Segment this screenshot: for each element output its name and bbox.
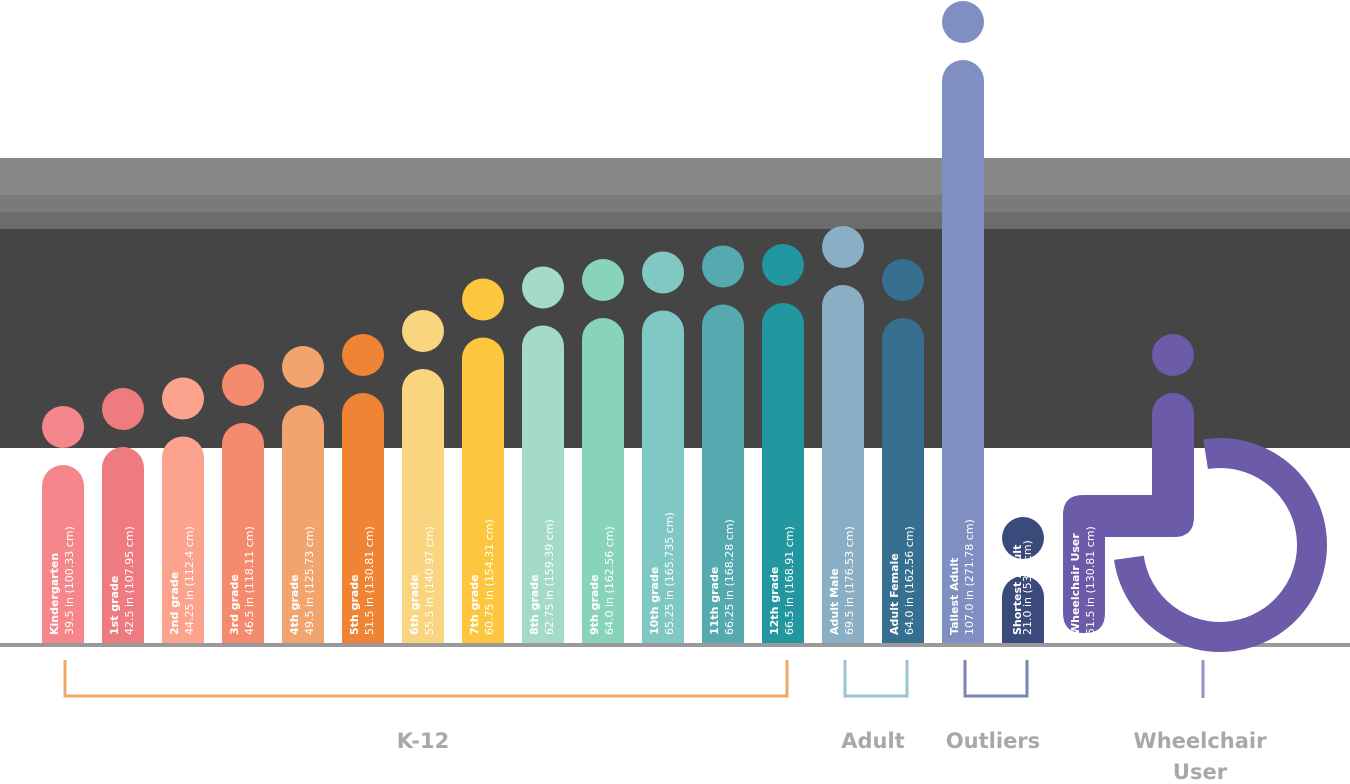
figure-body	[342, 393, 384, 643]
figure-value-label: 64.0 in (162.56 cm)	[903, 526, 916, 635]
group-label: Outliers	[946, 729, 1040, 753]
figure-name: 4th grade	[288, 574, 301, 635]
figure-body	[702, 304, 744, 643]
figure-name: Adult Male	[828, 568, 841, 635]
figure-value-label: 42.5 in (107.95 cm)	[123, 526, 136, 635]
figure-body	[282, 405, 324, 643]
figure-name: 2nd grade	[168, 572, 181, 635]
figure-body	[162, 436, 204, 643]
figure-name: Wheelchair User	[1069, 533, 1082, 635]
group-label-line: User	[1173, 760, 1228, 784]
figure-head	[342, 334, 384, 376]
figure-body	[1063, 393, 1194, 633]
figure-name: 10th grade	[648, 567, 661, 635]
figure-head	[762, 244, 804, 286]
figure-head	[702, 245, 744, 288]
figure-value-label: 49.5 in (125.73 cm)	[303, 526, 316, 635]
group-label-line: Wheelchair	[1134, 729, 1268, 753]
figure-body	[882, 318, 924, 643]
figure-body	[402, 369, 444, 643]
figure-name: 8th grade	[528, 574, 541, 635]
figure-name: Tallest Adult	[948, 558, 961, 635]
figure-name: 6th grade	[408, 574, 421, 635]
figure-value-label: 107.0 in (271.78 cm)	[963, 519, 976, 635]
figure-head	[1002, 517, 1044, 559]
figure-head	[882, 259, 924, 301]
band	[0, 195, 1350, 212]
figure-body	[822, 285, 864, 643]
figure-name: Kindergarten	[48, 553, 61, 635]
group-label: Adult	[841, 729, 904, 753]
figure-name: Shortest Adult	[1011, 545, 1024, 635]
figure-head	[1152, 334, 1194, 376]
figure-value-label: 62.75 in (159.39 cm)	[543, 519, 556, 635]
figure-value-label: 51.5 in (130.81 cm)	[363, 526, 376, 635]
figure-name: 11th grade	[708, 567, 721, 635]
wheel	[1114, 438, 1327, 652]
figure-head	[582, 259, 624, 301]
figure-body	[1002, 576, 1044, 643]
group-bracket	[963, 660, 1029, 698]
baseline	[0, 643, 1350, 647]
group-bracket	[63, 660, 789, 698]
figure-body	[222, 423, 264, 643]
figure-body	[642, 310, 684, 643]
figure-head	[522, 266, 564, 309]
figure-body	[522, 325, 564, 643]
figure-value-label: 69.5 in (176.53 cm)	[843, 526, 856, 635]
figure-head	[162, 377, 204, 420]
figure-head	[642, 251, 684, 294]
figure-body	[42, 465, 84, 643]
figure-head	[822, 226, 864, 268]
figure-name: 1st grade	[108, 576, 121, 635]
figure-value-label: 66.25 in (168.28 cm)	[723, 519, 736, 635]
group-label: Wheelchair User	[1134, 729, 1268, 784]
figure-name: 7th grade	[468, 574, 481, 635]
figure-name: 9th grade	[588, 574, 601, 635]
figure-value-label: 65.25 in (165.735 cm)	[663, 512, 676, 635]
figure-head	[462, 278, 504, 321]
figure-value-label: 39.5 in (100.33 cm)	[63, 526, 76, 635]
figure-value-label: 60.75 in (154.31 cm)	[483, 519, 496, 635]
figure-name: 3rd grade	[228, 574, 241, 635]
figure-body	[102, 447, 144, 643]
figure-value-label: 55.5 in (140.97 cm)	[423, 526, 436, 635]
figure-head	[282, 346, 324, 388]
figure-body	[582, 318, 624, 643]
group-label: K-12	[397, 729, 449, 753]
figure-value-label: 64.0 in (162.56 cm)	[603, 526, 616, 635]
band	[0, 158, 1350, 195]
group-bracket	[843, 660, 909, 698]
figure-name: 12th grade	[768, 567, 781, 635]
figure-head	[222, 364, 264, 406]
figure-head	[42, 406, 84, 448]
figure-name: 5th grade	[348, 574, 361, 635]
figure-head	[402, 310, 444, 352]
figure-value-label: 44.25 in (112.4 cm)	[183, 526, 196, 635]
figure-name: Adult Female	[888, 553, 901, 635]
figure-value-label: 46.5 in (118.11 cm)	[243, 526, 256, 635]
figure-value-label: 51.5 in (130.81 cm)	[1084, 526, 1097, 635]
figure-head	[942, 1, 984, 43]
figure-body	[462, 337, 504, 643]
figure-body	[942, 60, 984, 643]
band	[0, 212, 1350, 229]
figure-value-label: 66.5 in (168.91 cm)	[783, 526, 796, 635]
figure-head	[102, 388, 144, 430]
figure-value-label: 21.0 in (53.3 cm)	[1021, 540, 1034, 635]
figure-body	[762, 303, 804, 643]
